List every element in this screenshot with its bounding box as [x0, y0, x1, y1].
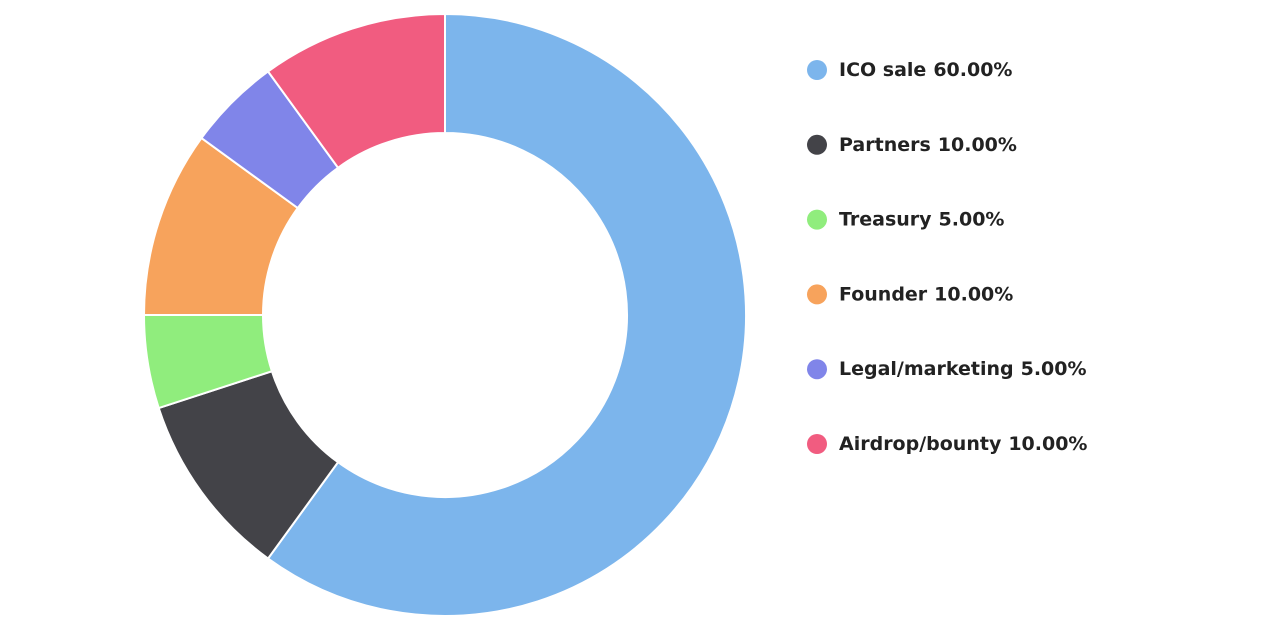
- legend-marker: [807, 134, 827, 155]
- legend-label: Treasury: [839, 208, 932, 230]
- legend-marker: [807, 284, 827, 305]
- legend-value: 10.00%: [938, 133, 1017, 155]
- legend-entry: Founder 10.00%: [839, 283, 1013, 305]
- legend-marker: [807, 209, 827, 230]
- legend-value: 5.00%: [939, 208, 1005, 230]
- legend-entry: ICO sale 60.00%: [839, 59, 1012, 81]
- legend-value: 10.00%: [934, 283, 1013, 305]
- donut-slice: [266, 12, 446, 170]
- legend-value: 5.00%: [1021, 358, 1087, 380]
- legend-marker: [807, 60, 827, 80]
- donut-slice: [266, 12, 747, 617]
- legend-value: 10.00%: [1008, 433, 1087, 455]
- legend-label: Founder: [839, 283, 928, 305]
- legend-entry: Partners 10.00%: [839, 133, 1017, 155]
- legend-label: Airdrop/bounty: [839, 433, 1002, 455]
- legend-value: 60.00%: [933, 59, 1012, 81]
- legend-marker: [807, 434, 827, 454]
- legend-label: Legal/marketing: [839, 358, 1014, 380]
- legend-entry: Legal/marketing 5.00%: [839, 358, 1087, 380]
- legend-entry: Treasury 5.00%: [839, 208, 1004, 230]
- legend-entry: Airdrop/bounty 10.00%: [839, 433, 1087, 455]
- legend-marker: [807, 359, 827, 380]
- legend-label: Partners: [839, 133, 931, 155]
- legend-label: ICO sale: [839, 59, 926, 81]
